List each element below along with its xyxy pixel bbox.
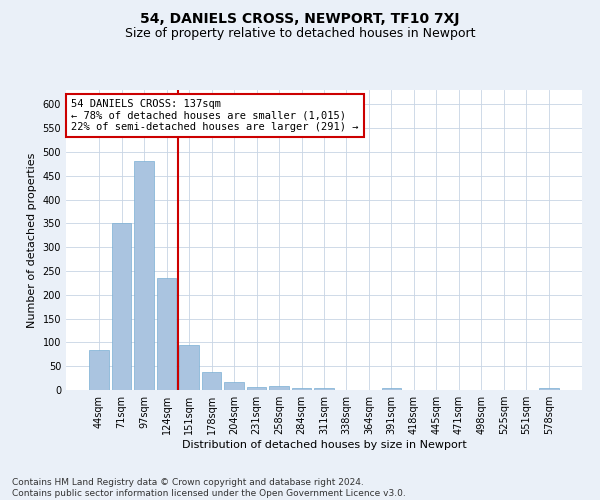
Bar [134,162,154,390]
Bar [539,388,559,390]
Y-axis label: Number of detached properties: Number of detached properties [27,152,37,328]
Text: Size of property relative to detached houses in Newport: Size of property relative to detached ho… [125,28,475,40]
Bar [202,372,221,390]
Bar [269,386,289,390]
Text: 54, DANIELS CROSS, NEWPORT, TF10 7XJ: 54, DANIELS CROSS, NEWPORT, TF10 7XJ [140,12,460,26]
Bar [382,388,401,390]
Bar [292,388,311,390]
Bar [314,388,334,390]
Text: Contains HM Land Registry data © Crown copyright and database right 2024.
Contai: Contains HM Land Registry data © Crown c… [12,478,406,498]
Bar [247,386,266,390]
Bar [112,224,131,390]
X-axis label: Distribution of detached houses by size in Newport: Distribution of detached houses by size … [182,440,466,450]
Bar [157,278,176,390]
Bar [179,345,199,390]
Text: 54 DANIELS CROSS: 137sqm
← 78% of detached houses are smaller (1,015)
22% of sem: 54 DANIELS CROSS: 137sqm ← 78% of detach… [71,99,359,132]
Bar [89,350,109,390]
Bar [224,382,244,390]
